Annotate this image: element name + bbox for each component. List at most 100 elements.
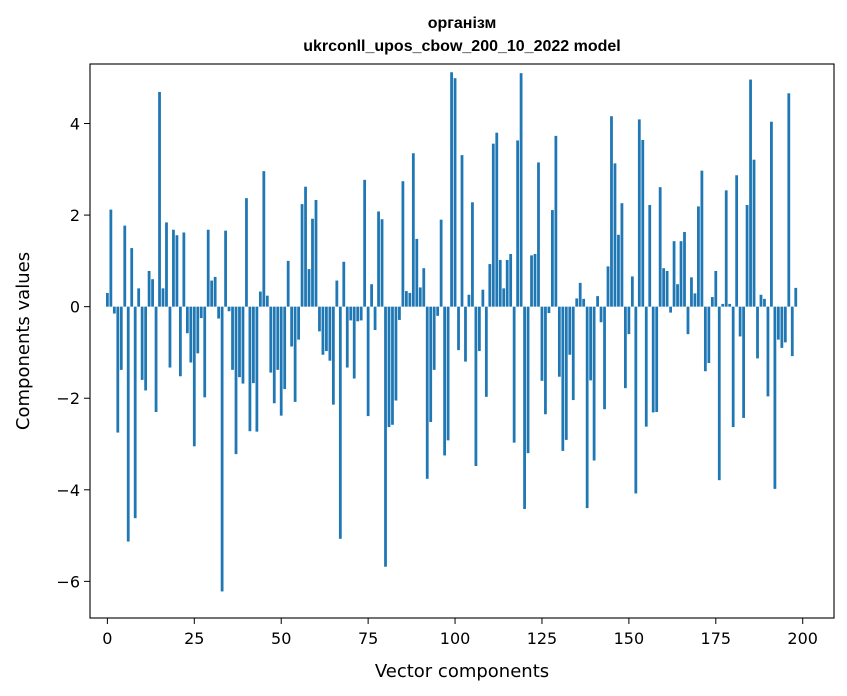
bar <box>471 202 474 307</box>
bar <box>763 298 766 307</box>
bar <box>203 306 207 398</box>
bar <box>297 306 300 340</box>
bar <box>338 306 342 539</box>
bar <box>450 72 453 307</box>
bar <box>655 306 659 412</box>
bar <box>418 287 422 307</box>
bar <box>644 306 648 427</box>
bar <box>627 306 631 335</box>
bar <box>790 306 794 357</box>
bar <box>571 306 575 401</box>
bar <box>398 306 401 320</box>
x-tick-label: 175 <box>701 629 732 648</box>
bar <box>697 206 700 307</box>
y-axis-label: Components values <box>13 252 34 430</box>
bar <box>252 306 255 384</box>
bar <box>196 306 200 354</box>
bar <box>432 306 436 370</box>
bar <box>683 232 686 307</box>
chart-title: організм <box>428 15 497 32</box>
bar <box>311 218 314 307</box>
bar <box>495 132 499 307</box>
bar <box>794 287 798 307</box>
bar <box>161 288 165 307</box>
bar <box>286 260 290 307</box>
bar <box>370 284 373 307</box>
bar <box>491 143 495 307</box>
bar <box>749 79 752 307</box>
x-axis-label: Vector components <box>375 661 549 682</box>
bar <box>443 306 447 456</box>
bar <box>672 241 676 307</box>
bar <box>335 280 339 307</box>
bar <box>366 306 370 417</box>
bar <box>662 268 666 307</box>
bar <box>554 135 558 307</box>
bar <box>783 306 787 343</box>
x-axis: 0 25 50 75 100 125 150 175 200 <box>102 618 818 648</box>
x-tick-label: 150 <box>614 629 645 648</box>
bar <box>411 153 415 307</box>
bar <box>342 261 346 307</box>
bar <box>425 306 429 479</box>
bar <box>126 306 130 542</box>
bar <box>331 306 335 405</box>
bar <box>756 306 759 359</box>
bar <box>387 306 391 428</box>
bar <box>154 306 158 412</box>
bar <box>721 303 725 307</box>
bar <box>453 78 457 307</box>
bar <box>380 219 384 307</box>
bar <box>613 163 617 307</box>
bar <box>391 306 394 425</box>
bar <box>241 306 245 384</box>
bar <box>540 306 544 381</box>
bar <box>283 306 287 390</box>
bars-group <box>105 72 798 592</box>
bar <box>710 297 714 307</box>
bar <box>467 294 471 307</box>
bar <box>293 306 297 402</box>
x-tick-label: 0 <box>102 629 112 648</box>
bar <box>714 270 718 307</box>
bar <box>568 306 572 355</box>
bar <box>603 306 606 410</box>
bar <box>596 296 599 307</box>
bar <box>516 140 520 307</box>
bar <box>738 306 742 337</box>
bar <box>314 199 318 307</box>
bar <box>481 289 485 307</box>
bar <box>394 306 398 401</box>
bar <box>300 204 304 307</box>
bar <box>349 306 353 321</box>
bar <box>665 270 669 307</box>
plot-frame <box>89 63 835 619</box>
bar <box>238 306 241 378</box>
bar <box>401 181 405 307</box>
bar <box>787 93 791 307</box>
bar <box>168 306 172 368</box>
y-tick-label: −6 <box>56 572 80 591</box>
bar <box>512 306 516 443</box>
bar <box>258 291 262 307</box>
bar <box>766 306 770 397</box>
bar <box>641 140 645 307</box>
bar <box>776 306 780 340</box>
bar <box>206 229 210 307</box>
bar <box>192 306 196 447</box>
bar <box>679 241 683 307</box>
bar <box>735 175 739 307</box>
bar <box>599 306 603 323</box>
bar <box>592 306 596 461</box>
x-tick-label: 200 <box>787 629 818 648</box>
bar <box>147 270 151 307</box>
bar <box>564 306 568 440</box>
bar <box>690 277 693 307</box>
bar <box>519 73 523 307</box>
y-tick-label: 2 <box>70 206 80 225</box>
bar <box>533 254 537 307</box>
y-tick-label: 4 <box>70 115 80 134</box>
bar <box>384 306 387 567</box>
bar <box>276 306 280 370</box>
